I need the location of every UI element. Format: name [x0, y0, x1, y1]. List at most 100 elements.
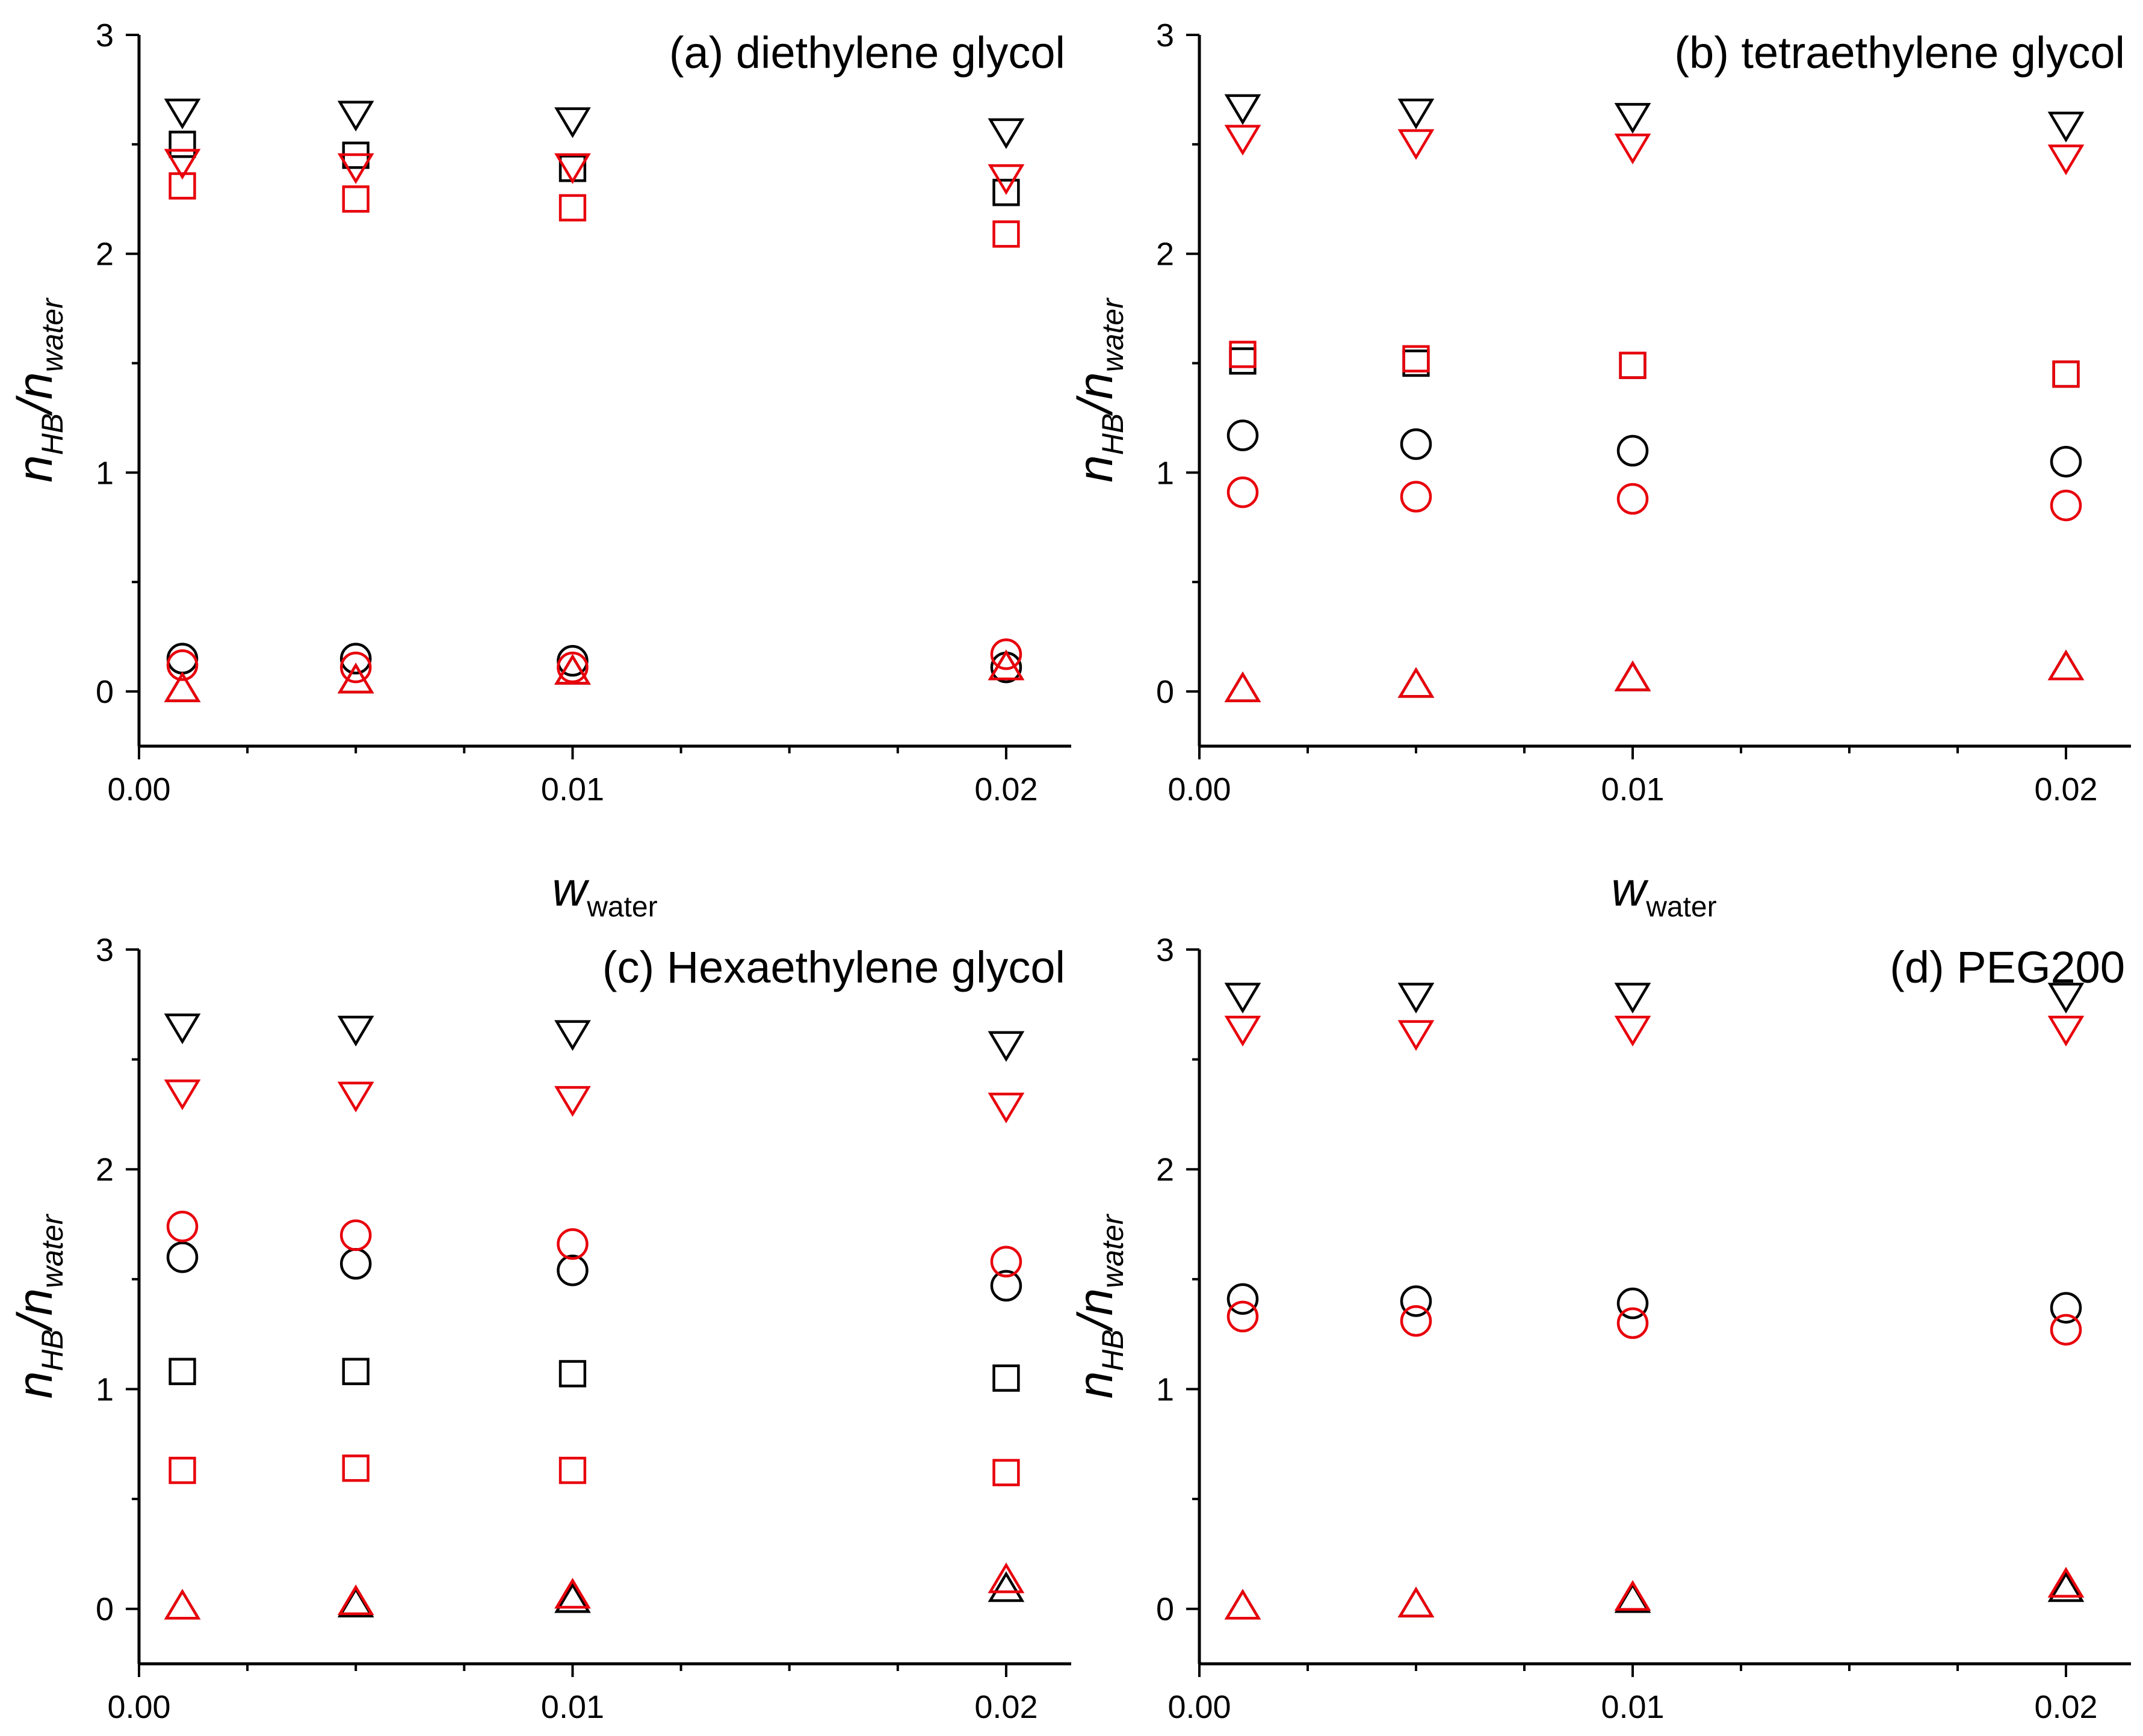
y-axis-label: nHB/nwater: [8, 1213, 69, 1398]
data-point: [554, 653, 591, 685]
data-point: [166, 643, 199, 675]
data-point: [2047, 1016, 2085, 1047]
series-8: [164, 1562, 1025, 1620]
y-tick-label: 3: [96, 17, 114, 54]
y-tick-label: 1: [1156, 455, 1174, 491]
data-point: [2052, 360, 2080, 388]
data-point: [992, 1364, 1020, 1392]
series-3: [1224, 1571, 2085, 1620]
y-tick-label: 3: [1156, 932, 1174, 968]
data-point: [339, 651, 372, 684]
data-point: [554, 107, 591, 138]
data-point: [2047, 1571, 2085, 1602]
y-tick-label: 0: [96, 674, 114, 710]
series-1: [1224, 983, 2085, 1014]
data-point: [992, 179, 1020, 206]
data-point: [1614, 660, 1651, 691]
data-point: [557, 644, 589, 677]
data-point: [988, 164, 1025, 196]
series-2: [166, 1241, 1022, 1302]
x-tick-label: 0.01: [1601, 771, 1664, 808]
data-point: [1616, 1287, 1649, 1320]
data-point: [337, 1081, 374, 1113]
data-point: [1397, 129, 1435, 160]
data-point: [2047, 111, 2085, 143]
data-point: [2050, 1314, 2082, 1346]
data-point: [554, 1086, 591, 1117]
series-4: [1224, 649, 2085, 702]
panel-title: (b) tetraethylene glycol: [1674, 28, 2125, 78]
y-tick-label: 0: [1156, 1592, 1174, 1628]
series-7: [1226, 476, 2082, 522]
x-axis-label: wwater: [1611, 862, 1716, 923]
data-point: [342, 185, 370, 213]
data-point: [2047, 983, 2085, 1014]
chart-panel-3: 0 1 2 3 0.00 0.01 0.02 (c) Hexaethylene glycol n…: [8, 932, 1071, 1725]
y-axis-label: nHB/nwater: [1068, 297, 1130, 483]
data-point: [558, 1456, 587, 1484]
series-2: [169, 131, 1020, 206]
x-tick-label: 0.00: [1167, 771, 1231, 808]
data-point: [1616, 1307, 1649, 1339]
data-point: [1224, 1589, 1261, 1620]
data-point: [164, 1013, 201, 1045]
series-7: [169, 1454, 1020, 1486]
data-point: [1229, 347, 1257, 375]
data-point: [1224, 1589, 1261, 1620]
data-point: [558, 194, 587, 221]
data-point: [337, 153, 374, 184]
series-6: [1229, 341, 2080, 388]
data-point: [2052, 360, 2080, 388]
data-point: [1397, 1586, 1435, 1617]
data-point: [2047, 144, 2085, 176]
data-point: [557, 651, 589, 684]
series-8: [1224, 649, 2085, 702]
data-point: [990, 638, 1022, 670]
data-point: [164, 1589, 201, 1620]
x-tick-label: 0.02: [2034, 771, 2097, 808]
x-tick-label: 0.02: [974, 771, 1037, 808]
series-1: [164, 98, 1025, 149]
series-1: [1224, 94, 2085, 143]
series-6: [1224, 1566, 2085, 1620]
series-4: [164, 1571, 1025, 1620]
data-point: [337, 663, 374, 694]
data-point: [164, 1589, 201, 1620]
series-4: [164, 649, 1025, 702]
data-point: [1616, 483, 1649, 515]
data-point: [1226, 1300, 1259, 1333]
y-tick-label: 1: [1156, 1371, 1174, 1407]
data-point: [1616, 434, 1649, 467]
data-point: [1397, 1586, 1435, 1617]
data-point: [1614, 103, 1651, 134]
data-point: [2050, 489, 2082, 522]
series-5: [1224, 125, 2085, 176]
x-tick-label: 0.00: [1167, 1689, 1231, 1725]
data-point: [1224, 671, 1261, 702]
y-tick-label: 2: [1156, 1152, 1174, 1188]
data-point: [1400, 481, 1432, 513]
data-point: [554, 1578, 591, 1609]
y-axis-label: nHB/nwater: [8, 297, 69, 483]
data-point: [557, 1228, 589, 1260]
data-point: [1224, 94, 1261, 125]
y-axis-label: nHB/nwater: [1068, 1213, 1130, 1398]
data-point: [1614, 134, 1651, 165]
data-point: [1224, 1016, 1261, 1047]
data-point: [988, 1092, 1025, 1123]
data-point: [1226, 476, 1259, 508]
series-5: [164, 149, 1025, 196]
x-tick-label: 0.02: [974, 1689, 1037, 1725]
data-point: [1614, 983, 1651, 1014]
data-point: [1397, 98, 1435, 129]
data-point: [164, 671, 201, 702]
data-point: [169, 131, 196, 158]
y-tick-label: 0: [1156, 674, 1174, 710]
data-point: [988, 1571, 1025, 1602]
data-point: [1226, 419, 1259, 451]
series-2: [1229, 347, 2080, 388]
y-tick-label: 3: [1156, 17, 1174, 54]
data-point: [1224, 671, 1261, 702]
data-point: [1224, 125, 1261, 156]
